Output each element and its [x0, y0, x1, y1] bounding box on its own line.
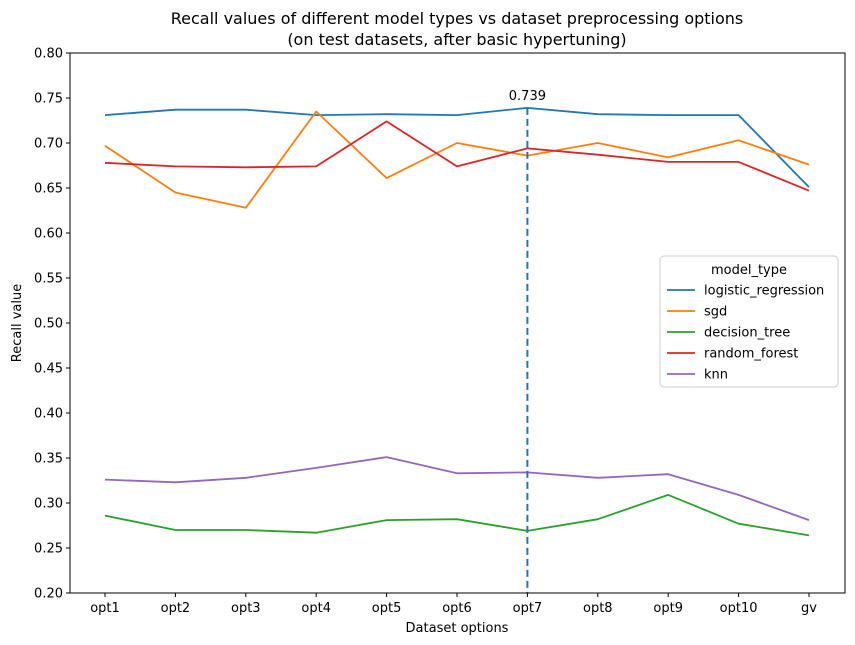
- legend-label: sgd: [704, 305, 727, 320]
- x-tick-label: opt3: [231, 601, 261, 616]
- x-tick-label: opt7: [513, 601, 543, 616]
- legend-label: decision_tree: [704, 326, 790, 341]
- x-tick-label: opt1: [90, 601, 120, 616]
- y-tick-label: 0.65: [34, 182, 63, 197]
- legend-box: [659, 255, 839, 388]
- y-tick-label: 0.20: [34, 587, 63, 602]
- y-tick-label: 0.45: [34, 362, 63, 377]
- y-axis-ticks: 0.20 0.25 0.30 0.35 0.40 0.45 0.50 0.55 0.60 0.65…: [34, 47, 70, 602]
- y-tick-label: 0.25: [34, 542, 63, 557]
- x-tick-label: opt6: [442, 601, 472, 616]
- y-tick-label: 0.75: [34, 92, 63, 107]
- legend-label: knn: [704, 368, 728, 383]
- x-tick-label: opt10: [720, 601, 758, 616]
- x-tick-label: opt9: [653, 601, 683, 616]
- series-line-random-forest: [104, 120, 810, 192]
- x-tick-label: opt4: [301, 601, 331, 616]
- y-tick-label: 0.35: [34, 452, 63, 467]
- series-line-logistic-regression: [104, 107, 810, 188]
- series-line-knn: [104, 456, 810, 521]
- series-lines: [104, 107, 810, 537]
- x-tick-label: opt8: [583, 601, 613, 616]
- y-tick-label: 0.40: [34, 407, 63, 422]
- x-axis-ticks: opt1 opt2 opt3 opt4 opt5 opt6 opt7 opt8 opt9 opt1…: [90, 593, 817, 616]
- legend-label: random_forest: [704, 347, 798, 362]
- y-tick-label: 0.70: [34, 137, 63, 152]
- y-tick-label: 0.30: [34, 497, 63, 512]
- chart-title: Recall values of different model types v…: [171, 9, 744, 28]
- y-tick-label: 0.50: [34, 317, 63, 332]
- annotation-label: 0.739: [509, 89, 546, 104]
- series-line-decision-tree: [104, 493, 810, 537]
- chart-subtitle: (on test datasets, after basic hypertuni…: [287, 30, 626, 49]
- x-tick-label: gv: [801, 601, 817, 616]
- legend-title: model_type: [711, 263, 787, 278]
- plot-frame: [69, 52, 846, 594]
- x-tick-label: opt5: [372, 601, 402, 616]
- series-line-sgd: [104, 110, 810, 209]
- y-axis-label: Recall value: [10, 284, 25, 362]
- legend-label: logistic_regression: [704, 284, 824, 299]
- x-axis-label: Dataset options: [406, 621, 509, 636]
- y-tick-label: 0.55: [34, 272, 63, 287]
- y-tick-label: 0.60: [34, 227, 63, 242]
- x-tick-label: opt2: [161, 601, 191, 616]
- y-tick-label: 0.80: [34, 47, 63, 62]
